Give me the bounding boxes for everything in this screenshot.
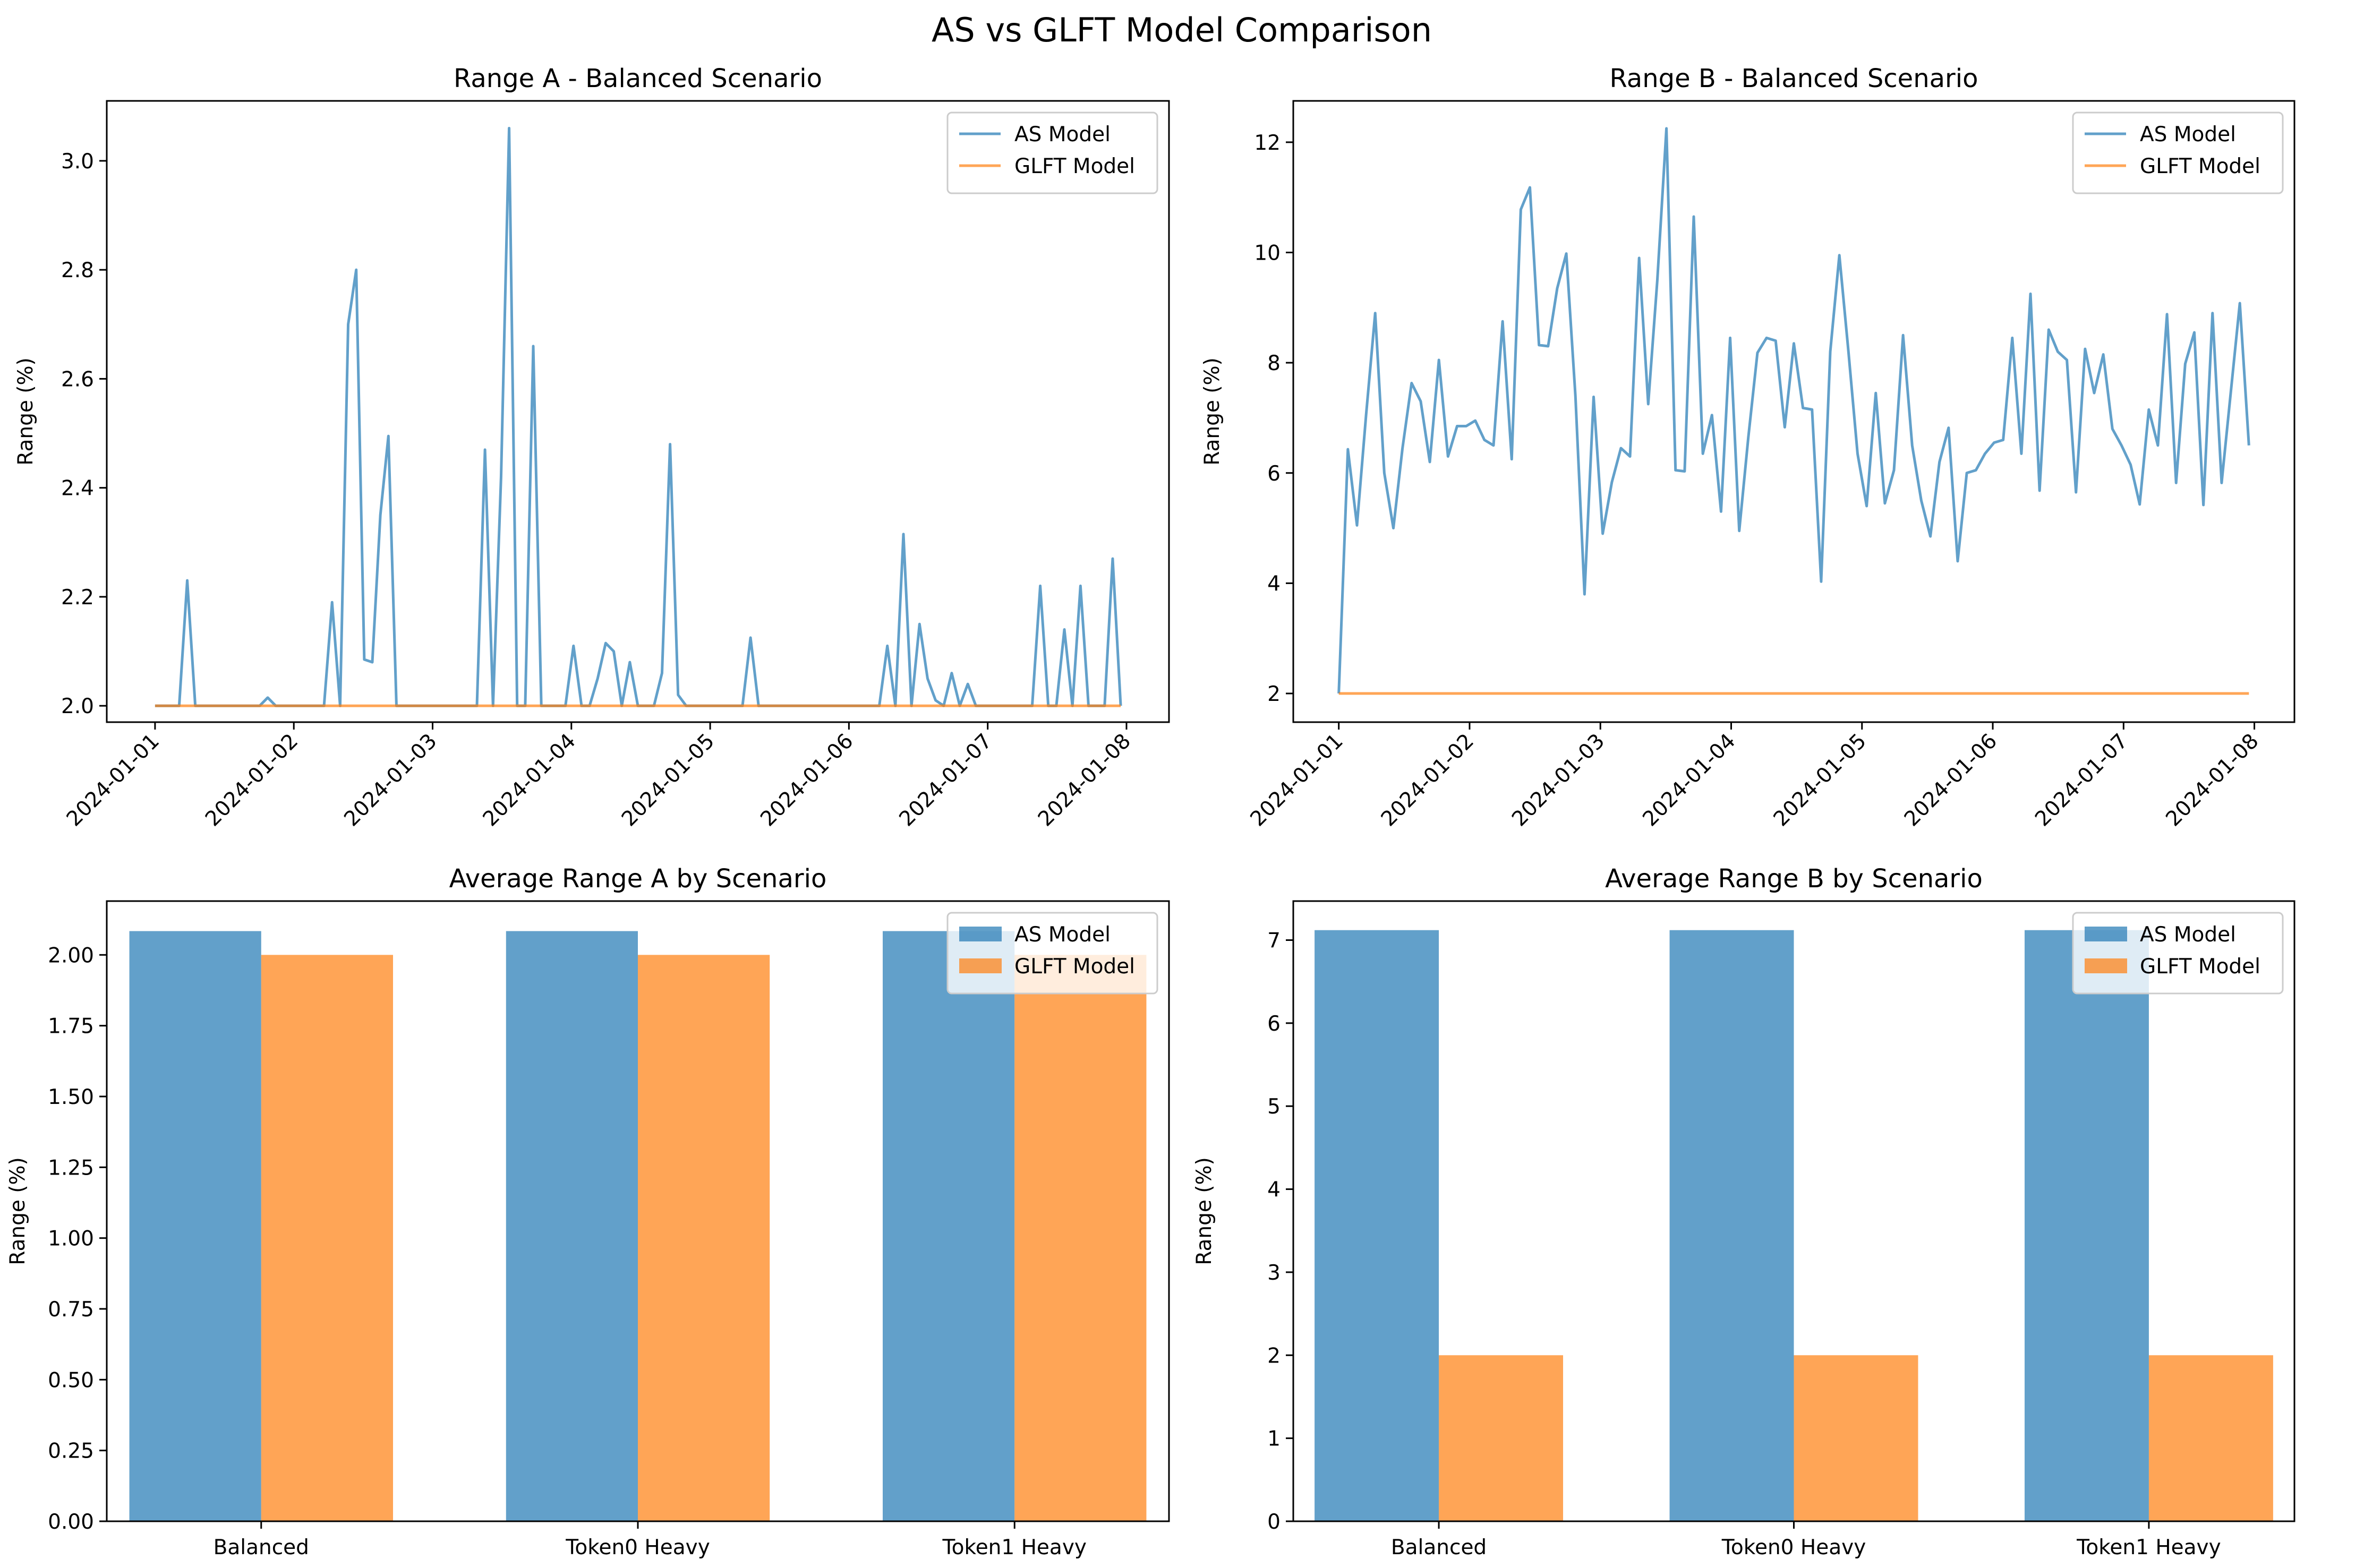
legend-label-glft: GLFT Model	[2140, 955, 2260, 979]
y-tick-label: 4	[1267, 572, 1281, 596]
bar-glft	[2148, 1355, 2273, 1521]
x-tick-label: 2024-01-04	[1638, 729, 1740, 831]
legend-swatch-as	[2085, 927, 2127, 941]
x-tick-label: 2024-01-01	[1246, 729, 1348, 831]
legend-swatch-glft	[959, 958, 1002, 973]
y-tick-label: 0.25	[48, 1440, 94, 1463]
x-tick-label: 2024-01-07	[2030, 729, 2132, 831]
x-tick-label: Balanced	[214, 1536, 309, 1560]
bar-glft	[261, 955, 394, 1521]
plot-frame	[1292, 100, 2295, 723]
bar-glft	[638, 955, 770, 1521]
bar-as	[1669, 930, 1794, 1521]
x-tick-label: Token1 Heavy	[942, 1536, 1087, 1560]
x-tick-label: 2024-01-08	[2162, 729, 2264, 831]
y-tick-label: 0.75	[48, 1298, 94, 1322]
x-tick-label: 2024-01-05	[1769, 729, 1871, 831]
legend: AS Model GLFT Model	[946, 912, 1158, 995]
y-tick-label: 1.50	[48, 1085, 94, 1109]
y-tick-label: 1.25	[48, 1156, 94, 1180]
y-tick-label: 2.6	[61, 367, 94, 391]
y-tick-label: 1.75	[48, 1015, 94, 1039]
legend-label-as: AS Model	[1014, 123, 1111, 147]
x-tick-label: 2024-01-02	[1377, 729, 1479, 831]
panel-4: Average Range B by Scenario Range (%) 0 1 2 3…	[1192, 864, 2295, 1560]
y-tick-label: 2	[1267, 682, 1281, 706]
panel-3: Average Range A by Scenario Range (%) 0.00…	[6, 864, 1170, 1560]
y-tick-label: 2.0	[61, 695, 94, 718]
y-axis-label: Range (%)	[14, 357, 38, 466]
y-tick-label: 2.2	[61, 586, 94, 610]
series-line-as	[1337, 127, 2250, 694]
y-axis-label: Range (%)	[1200, 357, 1224, 466]
y-tick-label: 1	[1267, 1427, 1281, 1451]
x-tick-label: 2024-01-01	[62, 729, 164, 831]
figure-title: AS vs GLFT Model Comparison	[932, 11, 1432, 49]
x-tick-label: 2024-01-04	[479, 729, 581, 831]
legend-label-as: AS Model	[2140, 923, 2236, 947]
panel-title: Average Range A by Scenario	[449, 864, 827, 894]
panel-2: Range B - Balanced Scenario Range (%) 2 4 6 8…	[1200, 64, 2295, 831]
y-tick-label: 3	[1267, 1261, 1281, 1285]
y-tick-label: 1.00	[48, 1227, 94, 1251]
plot-frame	[106, 100, 1170, 723]
legend-label-as: AS Model	[1014, 923, 1111, 947]
x-tick-label: 2024-01-06	[1900, 729, 2002, 831]
bar-as	[129, 931, 261, 1521]
x-tick-label: 2024-01-07	[895, 729, 997, 831]
x-tick-label: 2024-01-06	[756, 729, 858, 831]
bar-as	[506, 931, 638, 1521]
bar-glft	[1014, 955, 1147, 1521]
x-tick-label: 2024-01-03	[339, 729, 441, 831]
legend-label-glft: GLFT Model	[2140, 155, 2260, 178]
legend-swatch-as	[959, 927, 1002, 941]
bar-as	[2024, 930, 2149, 1521]
y-tick-label: 2	[1267, 1344, 1281, 1368]
x-tick-label: Token0 Heavy	[1721, 1536, 1866, 1560]
legend-label-as: AS Model	[2140, 123, 2236, 147]
legend: AS Model GLFT Model	[2072, 112, 2284, 194]
y-tick-label: 0.50	[48, 1368, 94, 1392]
bar-as	[1315, 930, 1439, 1521]
y-tick-label: 0	[1267, 1510, 1281, 1534]
panel-1: Range A - Balanced Scenario Range (%) 2.0 2…	[14, 64, 1170, 831]
legend-label-glft: GLFT Model	[1014, 955, 1135, 979]
x-tick-label: 2024-01-02	[201, 729, 303, 831]
legend: AS Model GLFT Model	[2072, 912, 2284, 995]
y-tick-label: 6	[1267, 462, 1281, 486]
y-tick-label: 10	[1254, 241, 1281, 265]
y-tick-label: 3.0	[61, 150, 94, 174]
panel-title: Range B - Balanced Scenario	[1610, 64, 1978, 93]
x-tick-label: 2024-01-08	[1034, 729, 1136, 831]
legend: AS Model GLFT Model	[946, 112, 1158, 194]
y-tick-label: 0.00	[48, 1510, 94, 1534]
y-tick-label: 2.4	[61, 477, 94, 501]
y-tick-label: 8	[1267, 352, 1281, 375]
y-tick-label: 12	[1254, 131, 1281, 155]
bar-glft	[1439, 1355, 1564, 1521]
y-tick-label: 2.00	[48, 944, 94, 967]
y-tick-label: 4	[1267, 1178, 1281, 1202]
legend-swatch-glft	[2085, 958, 2127, 973]
bar-glft	[1794, 1355, 1918, 1521]
y-tick-label: 6	[1267, 1012, 1281, 1036]
y-axis-label: Range (%)	[6, 1157, 30, 1265]
x-tick-label: Token1 Heavy	[2076, 1536, 2221, 1560]
x-tick-label: Balanced	[1391, 1536, 1487, 1560]
x-tick-label: 2024-01-03	[1507, 729, 1609, 831]
panel-title: Average Range B by Scenario	[1605, 864, 1983, 894]
bar-as	[882, 931, 1015, 1521]
y-tick-label: 5	[1267, 1095, 1281, 1119]
y-tick-label: 2.8	[61, 259, 94, 282]
y-tick-label: 7	[1267, 929, 1281, 953]
y-axis-label: Range (%)	[1192, 1157, 1216, 1265]
series-line-as	[155, 126, 1122, 707]
legend-label-glft: GLFT Model	[1014, 155, 1135, 178]
panel-title: Range A - Balanced Scenario	[454, 64, 822, 93]
x-tick-label: Token0 Heavy	[565, 1536, 710, 1560]
x-tick-label: 2024-01-05	[617, 729, 719, 831]
